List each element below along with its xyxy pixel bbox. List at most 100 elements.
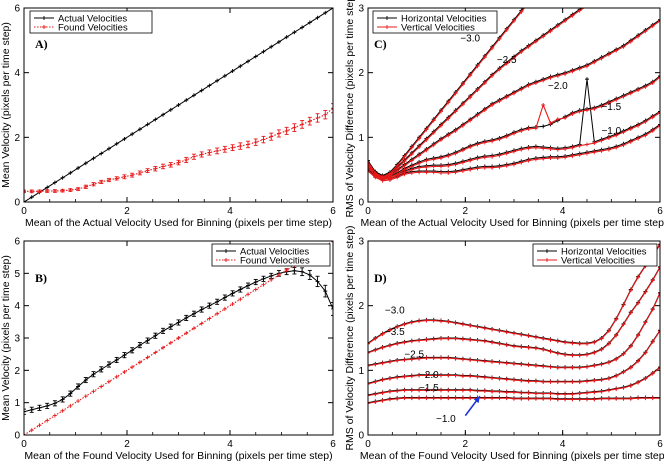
data-point bbox=[439, 109, 443, 114]
data-point bbox=[439, 356, 443, 361]
data-point bbox=[52, 189, 57, 194]
data-point bbox=[417, 165, 422, 170]
data-point bbox=[122, 174, 127, 179]
data-point bbox=[122, 136, 127, 141]
data-point bbox=[570, 154, 575, 159]
data-point bbox=[570, 379, 575, 384]
data-point bbox=[315, 115, 320, 120]
y-tick-label: 6 bbox=[14, 237, 20, 248]
data-point bbox=[29, 195, 34, 200]
data-point bbox=[368, 350, 370, 355]
data-point bbox=[541, 156, 546, 161]
data-point bbox=[168, 107, 173, 112]
data-point bbox=[482, 165, 487, 170]
data-point bbox=[621, 396, 626, 401]
data-point bbox=[460, 396, 465, 401]
data-point bbox=[460, 357, 465, 362]
y-tick-label: 1 bbox=[14, 398, 20, 409]
data-point bbox=[541, 391, 546, 396]
x-tick-label: 6 bbox=[657, 206, 663, 217]
data-point bbox=[490, 389, 495, 394]
x-tick-label: 0 bbox=[21, 439, 27, 450]
data-point bbox=[548, 365, 553, 370]
data-point bbox=[555, 117, 560, 122]
data-point bbox=[276, 131, 281, 136]
data-point bbox=[548, 379, 553, 384]
series-vertical-velocities-3 bbox=[368, 110, 660, 182]
data-point bbox=[417, 373, 422, 378]
y-axis-label: RMS of Velocity Difference (pixels per t… bbox=[344, 0, 356, 218]
data-point bbox=[628, 126, 633, 131]
legend-entry: Vertical Velocities bbox=[561, 255, 635, 266]
data-point bbox=[599, 148, 604, 153]
data-point bbox=[246, 142, 251, 147]
data-point bbox=[636, 359, 641, 364]
data-point bbox=[606, 360, 611, 365]
data-point bbox=[424, 165, 429, 170]
data-point bbox=[482, 326, 487, 331]
series-vertical-velocities-9 bbox=[368, 265, 660, 358]
data-point bbox=[222, 147, 227, 152]
data-point bbox=[555, 397, 560, 402]
data-point bbox=[519, 87, 524, 92]
data-point bbox=[446, 388, 451, 393]
data-point bbox=[599, 138, 604, 143]
data-point bbox=[402, 374, 407, 379]
data-point bbox=[161, 112, 166, 117]
data-point bbox=[570, 69, 575, 74]
data-point bbox=[409, 396, 414, 401]
y-tick-label: 0 bbox=[14, 198, 20, 209]
data-point bbox=[468, 73, 473, 78]
data-point bbox=[417, 356, 422, 361]
data-point bbox=[402, 396, 407, 401]
data-point bbox=[402, 322, 407, 327]
data-point bbox=[533, 363, 538, 368]
data-point bbox=[453, 151, 458, 156]
curve-label: −1.0 bbox=[601, 126, 621, 137]
data-point bbox=[482, 55, 487, 60]
data-point bbox=[99, 384, 104, 389]
data-point bbox=[276, 39, 281, 44]
data-point bbox=[269, 273, 274, 278]
data-point bbox=[468, 357, 473, 362]
data-point bbox=[606, 52, 611, 57]
data-point bbox=[137, 360, 142, 365]
data-point bbox=[490, 103, 495, 107]
data-point bbox=[527, 0, 531, 4]
data-point bbox=[91, 156, 96, 161]
data-point bbox=[99, 367, 104, 372]
data-point bbox=[99, 151, 104, 156]
data-point bbox=[621, 385, 626, 390]
data-point bbox=[475, 338, 480, 343]
series-vertical-velocities-11 bbox=[368, 8, 526, 179]
data-point bbox=[599, 396, 604, 401]
data-point bbox=[145, 355, 150, 360]
x-tick-label: 2 bbox=[463, 439, 469, 450]
y-tick-label: 0 bbox=[358, 431, 364, 442]
data-point bbox=[570, 341, 575, 346]
data-point bbox=[207, 303, 212, 308]
data-point bbox=[658, 242, 660, 247]
data-point bbox=[387, 359, 392, 364]
data-point bbox=[650, 371, 655, 376]
data-point bbox=[563, 397, 568, 402]
data-point bbox=[577, 365, 582, 370]
data-point bbox=[99, 179, 104, 184]
data-point bbox=[490, 376, 495, 381]
data-point bbox=[650, 307, 655, 312]
data-point bbox=[409, 158, 414, 163]
data-point bbox=[184, 315, 189, 320]
data-point bbox=[570, 112, 575, 117]
data-point bbox=[482, 81, 487, 86]
data-point bbox=[533, 346, 538, 351]
legend-box bbox=[211, 243, 331, 267]
data-point bbox=[439, 123, 443, 128]
series-actual-velocities bbox=[24, 8, 333, 202]
data-point bbox=[106, 146, 111, 151]
data-point bbox=[519, 160, 524, 165]
data-point bbox=[468, 337, 473, 342]
data-point bbox=[315, 279, 320, 284]
data-point bbox=[482, 396, 487, 401]
